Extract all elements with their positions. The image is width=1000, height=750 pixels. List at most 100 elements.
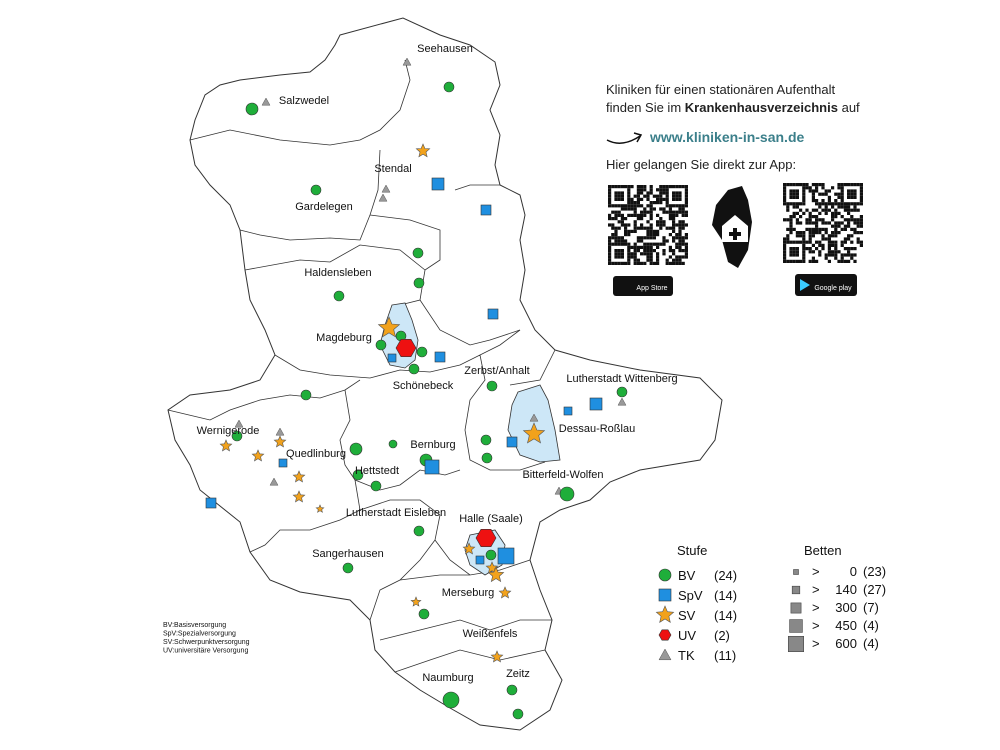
qr-module	[640, 188, 644, 192]
qr-module	[656, 194, 660, 198]
qr-module	[633, 220, 637, 224]
qr-module	[652, 261, 656, 265]
app-store-badge[interactable]	[613, 276, 673, 296]
legend-label: BV	[678, 568, 696, 583]
qr-module	[847, 247, 851, 251]
qr-module	[684, 255, 688, 259]
qr-module	[840, 202, 844, 206]
qr-module	[815, 227, 819, 231]
qr-module	[859, 231, 863, 235]
qr-module	[681, 261, 685, 265]
qr-module	[808, 231, 812, 235]
qr-module	[643, 236, 647, 240]
qr-module	[811, 234, 815, 238]
qr-module	[792, 253, 796, 257]
qr-module	[856, 202, 860, 206]
qr-module	[627, 229, 631, 233]
qr-module	[665, 210, 669, 214]
qr-module	[824, 202, 828, 206]
qr-module	[856, 240, 860, 244]
qr-module	[792, 205, 796, 209]
qr-module	[633, 213, 637, 217]
qr-module	[675, 255, 679, 259]
qr-module	[620, 194, 624, 198]
qr-module	[640, 245, 644, 249]
qr-module	[815, 215, 819, 219]
qr-module	[649, 213, 653, 217]
qr-module	[627, 194, 631, 198]
qr-module	[620, 217, 624, 221]
qr-module	[850, 247, 854, 251]
qr-module	[795, 231, 799, 235]
qr-module	[649, 255, 653, 259]
qr-module	[853, 247, 857, 251]
qr-module	[847, 253, 851, 257]
qr-module	[684, 245, 688, 249]
abbreviation: SpV:Spezialversorgung	[163, 631, 236, 638]
qr-module	[662, 210, 666, 214]
qr-module	[614, 226, 618, 230]
qr-module	[837, 192, 841, 196]
qr-module	[633, 204, 637, 208]
marker-bv	[413, 525, 425, 537]
qr-module	[818, 218, 822, 222]
qr-module	[672, 197, 676, 201]
qr-module	[827, 253, 831, 257]
qr-module	[843, 224, 847, 228]
qr-module	[633, 245, 637, 249]
qr-module	[834, 253, 838, 257]
qr-module	[786, 240, 790, 244]
qr-module	[611, 261, 615, 265]
google-play-badge[interactable]	[795, 274, 857, 296]
qr-module	[795, 189, 799, 193]
qr-module	[684, 194, 688, 198]
qr-module	[850, 253, 854, 257]
qr-module	[678, 185, 682, 189]
qr-module	[678, 255, 682, 259]
qr-module	[805, 221, 809, 225]
qr-module	[831, 215, 835, 219]
qr-module	[672, 252, 676, 256]
qr-module	[827, 237, 831, 241]
qr-module	[827, 259, 831, 263]
qr-module	[617, 220, 621, 224]
qr-module	[636, 236, 640, 240]
qr-module	[850, 195, 854, 199]
qr-module	[620, 236, 624, 240]
qr-module	[608, 188, 612, 192]
qr-module	[659, 194, 663, 198]
qr-module	[783, 195, 787, 199]
marker-spv	[658, 588, 672, 602]
qr-module	[659, 217, 663, 221]
qr-module	[859, 195, 863, 199]
qr-module	[643, 261, 647, 265]
qr-module	[617, 204, 621, 208]
qr-module	[608, 249, 612, 253]
qr-module	[665, 204, 669, 208]
qr-module	[659, 226, 663, 230]
marker-bv	[388, 439, 398, 449]
url[interactable]: www.kliniken-in-san.de	[649, 129, 805, 145]
qr-module	[636, 185, 640, 189]
qr-code[interactable]	[608, 185, 688, 265]
qr-module	[795, 202, 799, 206]
qr-module	[636, 194, 640, 198]
qr-code[interactable]	[783, 183, 863, 263]
qr-module	[681, 220, 685, 224]
qr-module	[821, 227, 825, 231]
marker-tk	[234, 419, 244, 428]
qr-module	[795, 192, 799, 196]
qr-module	[811, 227, 815, 231]
qr-module	[789, 253, 793, 257]
qr-module	[789, 202, 793, 206]
qr-module	[786, 259, 790, 263]
qr-module	[627, 249, 631, 253]
qr-module	[859, 183, 863, 187]
qr-module	[834, 250, 838, 254]
hospital-markers	[205, 57, 628, 720]
qr-module	[640, 185, 644, 189]
qr-module	[840, 199, 844, 203]
marker-bv	[245, 102, 259, 116]
city-label: Weißenfels	[463, 628, 518, 640]
qr-module	[684, 236, 688, 240]
